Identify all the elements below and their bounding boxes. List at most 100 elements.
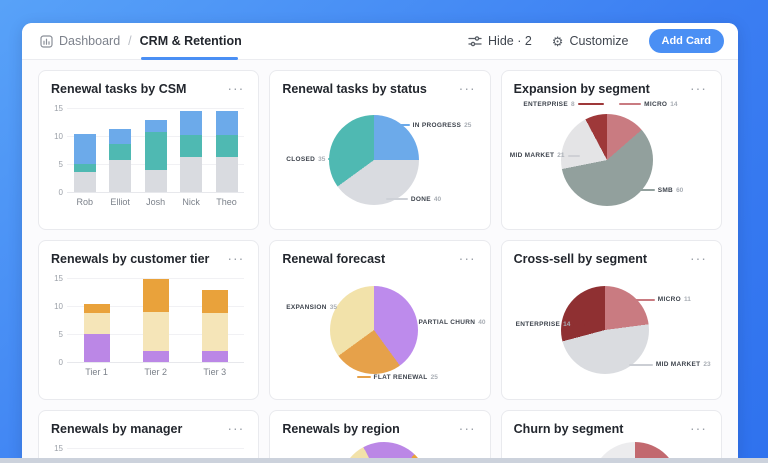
x-axis-label: Tier 1 (85, 367, 108, 377)
card-header: Cross-sell by segment ··· (513, 250, 709, 266)
bars-row (67, 448, 244, 458)
x-axis-label: Tier 3 (203, 367, 227, 377)
pie-label-mid-market: MID MARKET 21 (510, 152, 580, 159)
pie-label-micro: MICRO 11 (632, 296, 691, 304)
pie-label-value: 35 (318, 155, 326, 163)
bar-column: Tier 2 (142, 278, 169, 377)
y-tick-label: 15 (54, 444, 63, 453)
bar-segment-segment-bottom (142, 350, 169, 362)
bar-segment-segment-top (83, 303, 110, 314)
card-header: Expansion by segment ··· (514, 80, 709, 96)
pie-label-micro: MICRO 14 (619, 100, 678, 108)
card-menu-button[interactable]: ··· (689, 80, 707, 96)
bottom-edge-strip (0, 458, 768, 463)
x-axis-label: Rob (76, 197, 93, 207)
leader-line (567, 154, 580, 157)
breadcrumb-dashboard[interactable]: Dashboard (40, 34, 120, 48)
active-tab-underline (141, 57, 238, 60)
card-renewal-tasks-by-status: Renewal tasks by status ··· IN PROGRESS 25 D… (269, 70, 491, 230)
card-renewal-tasks-by-csm: Renewal tasks by CSM ··· 15 10 5 0 Rob Elliot Jo… (38, 70, 260, 230)
customize-button[interactable]: ⚙ Customize (552, 34, 629, 48)
bar-segment-segment-bottom (215, 157, 238, 192)
pie-label-text: MICRO (644, 100, 668, 108)
bar-segment-segment-bottom (83, 334, 110, 362)
bar-stack (144, 120, 167, 192)
breadcrumb-current-tab[interactable]: CRM & Retention (139, 34, 242, 48)
chart-body: PARTIAL CHURN 40 FLAT RENEWAL 25 EXPANSION 35 (282, 274, 486, 386)
pie-label-value: 8 (570, 100, 575, 108)
card-menu-button[interactable]: ··· (689, 420, 707, 436)
bar-segment-segment-bottom (144, 170, 167, 192)
bar-column: Rob (73, 108, 96, 207)
card-title: Renewals by manager (51, 422, 183, 436)
bar-segment-segment-bottom (73, 172, 96, 192)
card-title: Renewal tasks by CSM (51, 82, 187, 96)
pie-chart (590, 442, 679, 458)
card-menu-button[interactable]: ··· (458, 80, 476, 96)
pie-label-done: DONE 40 (385, 196, 441, 203)
card-header: Renewals by manager ··· (51, 420, 246, 436)
leader-line (628, 363, 653, 366)
pie-label-text: IN PROGRESS (412, 121, 462, 129)
bar-segment-segment-bottom (180, 157, 203, 192)
pie-label-partial-churn: PARTIAL CHURN 40 (399, 319, 486, 326)
bar-stack (109, 129, 132, 192)
card-menu-button[interactable]: ··· (227, 420, 245, 436)
pie-label-text: ENTERPRISE (515, 321, 561, 329)
cards-grid: Renewal tasks by CSM ··· 15 10 5 0 Rob Elliot Jo… (22, 60, 738, 458)
card-header: Churn by segment ··· (514, 420, 709, 436)
bar-stack (73, 134, 96, 192)
pie-label-value: 14 (563, 321, 571, 329)
card-header: Renewals by customer tier ··· (51, 250, 246, 266)
y-tick-label: 10 (54, 132, 63, 141)
pie-label-value: 25 (464, 121, 472, 129)
bar-segment-segment-top (109, 129, 132, 144)
pie-label-value: 23 (703, 361, 711, 369)
card-menu-button[interactable]: ··· (458, 250, 476, 266)
bar-segment-segment-top (180, 111, 203, 135)
bar-segment-segment-top (144, 120, 167, 132)
breadcrumb: Dashboard / CRM & Retention (40, 34, 242, 48)
gridline (67, 278, 245, 279)
bar-segment-segment-middle (83, 313, 110, 334)
pie-chart (339, 442, 428, 458)
card-churn-by-segment: Churn by segment ··· (500, 410, 722, 458)
pie-label-value: 25 (430, 373, 438, 381)
leader-line (573, 323, 586, 326)
dashboard-sheet: Dashboard / CRM & Retention Hide · 2 (22, 23, 738, 458)
bar-segment-segment-bottom (201, 350, 228, 362)
pie-label-text: FLAT RENEWAL (373, 373, 428, 381)
y-tick-label: 5 (58, 330, 63, 339)
card-menu-button[interactable]: ··· (689, 250, 707, 266)
gridline (67, 362, 245, 363)
bar-segment-segment-middle (144, 131, 167, 171)
card-menu-button[interactable]: ··· (227, 250, 245, 266)
bar-stack (201, 289, 228, 362)
pie-label-text: ENTERPRISE (523, 100, 568, 108)
pie-label-value: 14 (670, 100, 678, 108)
card-menu-button[interactable]: ··· (458, 420, 476, 436)
pie-label-value: 11 (683, 296, 691, 304)
bar-segment-segment-top (201, 289, 228, 313)
pie-label-enterprise: ENTERPRISE 8 (523, 100, 604, 108)
hide-button[interactable]: Hide · 2 (468, 34, 532, 48)
bar-column: Nick (180, 108, 203, 207)
card-renewal-forecast: Renewal forecast ··· PARTIAL CHURN 40 FLAT R… (269, 240, 491, 400)
pie-chart (329, 115, 420, 205)
card-title: Renewal tasks by status (282, 82, 427, 96)
card-header: Renewal tasks by status ··· (282, 80, 477, 96)
leader-line (577, 103, 604, 106)
add-card-button[interactable]: Add Card (648, 29, 724, 53)
leader-line (632, 298, 655, 301)
card-title: Cross-sell by segment (513, 252, 648, 266)
chart-body: 15 10 5 0 Tier 1 Tier 2 Tier 3 (51, 274, 246, 386)
breadcrumb-dashboard-label: Dashboard (59, 34, 121, 48)
y-tick-label: 0 (58, 188, 63, 197)
bar-segment-segment-middle (73, 164, 96, 173)
card-menu-button[interactable]: ··· (227, 80, 245, 96)
chart-body (282, 442, 477, 458)
pie-label-enterprise: ENTERPRISE 14 (516, 321, 586, 328)
bar-column: Elliot (109, 108, 132, 207)
bar-column: Theo (215, 108, 238, 207)
pie-label-text: MID MARKET (655, 361, 701, 369)
